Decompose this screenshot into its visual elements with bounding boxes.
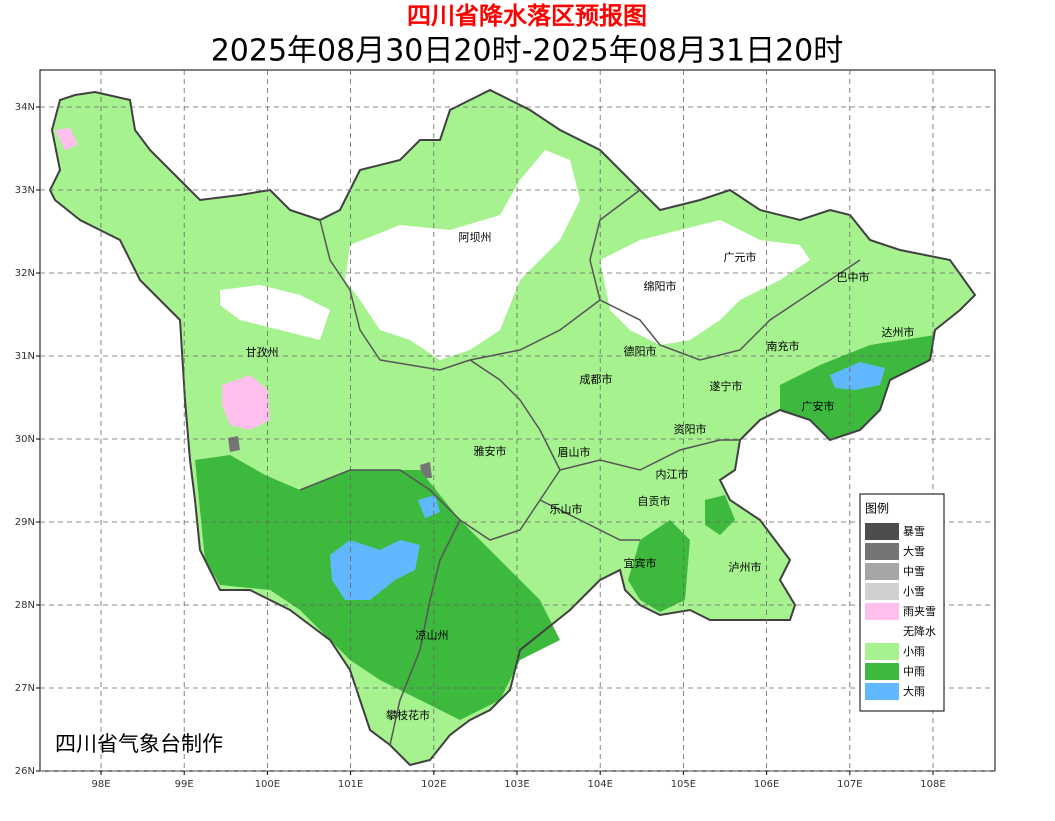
lat-tick-label: 31N	[15, 351, 35, 362]
legend-label: 大雪	[903, 544, 925, 558]
lat-tick-label: 34N	[15, 102, 35, 113]
legend-swatch	[865, 663, 899, 680]
lat-tick-label: 26N	[15, 766, 35, 777]
legend-label: 无降水	[903, 624, 936, 638]
lon-tick-label: 101E	[338, 779, 363, 790]
city-label: 绵阳市	[644, 279, 677, 293]
legend-swatch	[865, 683, 899, 700]
city-label: 雅安市	[474, 444, 507, 458]
grid: 34N 33N 32N 31N 30N 29N 28N 27N 26N 98E 99E 100E 101…	[15, 70, 995, 790]
heavy-rain-area	[330, 540, 420, 600]
lat-tick-label: 32N	[15, 268, 35, 279]
city-label: 德阳市	[624, 344, 657, 358]
lon-tick-label: 105E	[671, 779, 696, 790]
lat-tick-label: 29N	[15, 517, 35, 528]
title: 四川省降水落区预报图	[407, 2, 647, 30]
legend-swatch	[865, 583, 899, 600]
city-label: 凉山州	[416, 628, 449, 642]
heavy-rain-area	[418, 495, 440, 518]
legend-swatch	[865, 623, 899, 640]
precip-regions	[50, 90, 975, 765]
city-label: 巴中市	[837, 270, 870, 284]
no-rain-area	[600, 220, 810, 345]
legend-label: 雨夹雪	[903, 605, 936, 618]
city-label: 资阳市	[674, 422, 707, 436]
legend-label: 中雪	[903, 565, 925, 578]
legend-label: 中雨	[903, 665, 925, 678]
lat-tick-label: 28N	[15, 600, 35, 611]
city-label: 阿坝州	[459, 230, 492, 244]
credit: 四川省气象台制作	[55, 732, 223, 756]
lat-tick-label: 33N	[15, 185, 35, 196]
heavy-rain-area	[830, 362, 885, 390]
city-borders	[299, 189, 861, 746]
lat-tick-label: 27N	[15, 683, 35, 694]
lon-tick-label: 99E	[175, 779, 194, 790]
city-label: 成都市	[580, 372, 613, 386]
no-rain-area	[220, 285, 330, 340]
city-label: 广安市	[802, 399, 835, 413]
legend-title: 图例	[865, 502, 889, 516]
no-rain-area	[345, 150, 580, 360]
lon-tick-label: 103E	[504, 779, 529, 790]
sleet-area	[222, 375, 270, 430]
city-label: 达州市	[882, 325, 915, 339]
legend-label: 小雨	[903, 645, 925, 658]
lon-tick-label: 107E	[837, 779, 862, 790]
lon-tick-label: 102E	[421, 779, 446, 790]
moderate-rain-area	[705, 495, 735, 535]
city-label: 眉山市	[558, 445, 591, 459]
city-label: 泸州市	[729, 560, 762, 574]
city-label: 南充市	[767, 339, 800, 353]
legend-label: 大雨	[903, 684, 925, 698]
city-label: 内江市	[656, 467, 689, 481]
lon-tick-label: 98E	[91, 779, 110, 790]
moderate-rain-area	[628, 520, 690, 612]
lon-tick-label: 100E	[255, 779, 280, 790]
subtitle: 2025年08月30日20时-2025年08月31日20时	[211, 34, 844, 69]
legend-swatch	[865, 643, 899, 660]
lon-tick-label: 106E	[754, 779, 779, 790]
city-label: 甘孜州	[246, 345, 279, 359]
snow-area	[228, 436, 240, 452]
legend-swatch	[865, 543, 899, 560]
legend-label: 小雪	[903, 585, 925, 598]
city-label: 宜宾市	[624, 556, 657, 570]
legend-swatch	[865, 603, 899, 620]
lon-tick-label: 104E	[587, 779, 612, 790]
legend-swatch	[865, 563, 899, 580]
city-label: 遂宁市	[710, 379, 743, 393]
city-label: 广元市	[724, 250, 757, 264]
sleet-area	[55, 128, 78, 150]
city-label: 乐山市	[550, 502, 583, 516]
legend-swatch	[865, 523, 899, 540]
lat-tick-label: 30N	[15, 434, 35, 445]
lon-tick-label: 108E	[920, 779, 945, 790]
city-label: 攀枝花市	[386, 708, 430, 722]
legend-label: 暴雪	[903, 525, 925, 538]
city-label: 自贡市	[638, 494, 671, 508]
